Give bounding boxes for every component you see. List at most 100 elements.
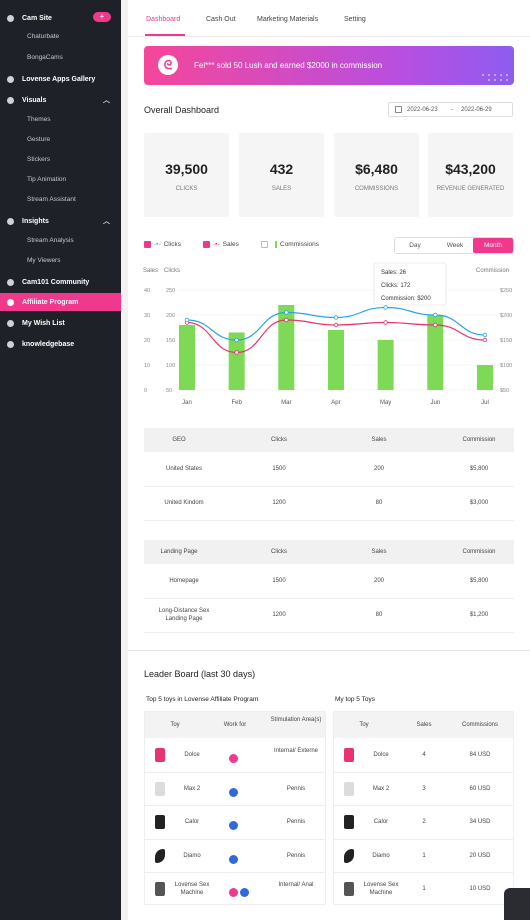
table-cell: 1500 xyxy=(272,466,286,472)
y-tick-clicks: 250 xyxy=(166,288,175,294)
sidebar-item-chaturbate[interactable]: Chaturbate xyxy=(27,33,60,40)
sidebar-item-knowledgebase[interactable]: knowledgebase xyxy=(0,335,121,353)
commission-value: 20 USD xyxy=(469,852,491,859)
female-icon xyxy=(229,754,238,763)
toy-name: Diamo xyxy=(183,852,201,859)
checkbox-checked-icon xyxy=(144,241,151,248)
chevron-up-icon: ︿ xyxy=(103,97,110,104)
work-for-icons xyxy=(229,851,240,869)
toy-name: Max 2 xyxy=(183,785,201,792)
sidebar-section-insights[interactable]: Insights ︿ xyxy=(0,212,121,230)
table-cell: 200 xyxy=(373,466,384,472)
sidebar: Cam Site + Chaturbate BongaCams Lovense … xyxy=(0,0,121,920)
sidebar-item-affiliate[interactable]: Affiliate Program xyxy=(0,293,121,311)
legend-commissions-toggle[interactable]: Commissions xyxy=(261,241,319,248)
stat-value: $43,200 xyxy=(445,161,496,177)
stat-label: CLICKS xyxy=(175,186,198,192)
range-month-button[interactable]: Month xyxy=(473,238,513,253)
male-icon xyxy=(229,787,238,797)
x-tick-label: Jul xyxy=(481,400,489,406)
add-cam-site-button[interactable]: + xyxy=(93,12,111,22)
legend-clicks-toggle[interactable]: -•- Clicks xyxy=(144,241,181,248)
sidebar-item-tip-animation[interactable]: Tip Animation xyxy=(27,176,67,183)
geo-table-header: GEO Clicks Sales Commission xyxy=(144,428,514,452)
sales-value: 1 xyxy=(422,886,426,892)
y-tick-sales: 20 xyxy=(144,338,150,344)
sidebar-item-stickers[interactable]: Stickers xyxy=(27,156,51,163)
sidebar-section-cam-site[interactable]: Cam Site xyxy=(0,9,121,27)
commission-value: 60 USD xyxy=(469,785,491,792)
sidebar-item-stream-analysis[interactable]: Stream Analysis xyxy=(27,237,74,244)
bar-commission xyxy=(377,340,394,390)
tab-dashboard[interactable]: Dashboard xyxy=(146,16,181,23)
stat-label: COMMISSIONS xyxy=(354,186,399,192)
tab-marketing-materials[interactable]: Marketing Materials xyxy=(257,16,319,23)
table-cell: $1,200 xyxy=(469,612,489,618)
axis-label: Clicks xyxy=(164,268,180,274)
y-tick-sales: 30 xyxy=(144,313,150,319)
point-sales xyxy=(333,322,339,328)
point-clicks xyxy=(482,332,488,338)
table-cell: 1200 xyxy=(272,612,286,618)
legend-sales-toggle[interactable]: -•- Sales xyxy=(203,241,239,248)
stat-card-clicks: 39,500 CLICKS xyxy=(144,133,229,217)
row-divider xyxy=(334,805,513,806)
commission-value: 84 USD xyxy=(469,752,491,758)
table-cell: $5,800 xyxy=(469,466,489,472)
point-clicks xyxy=(234,337,239,343)
bar-commission xyxy=(427,315,444,390)
toy-name: Calor xyxy=(184,819,200,825)
line-marker-icon: -•- xyxy=(154,241,161,248)
insights-icon xyxy=(7,217,14,225)
work-for-icons xyxy=(229,750,240,768)
range-week-button[interactable]: Week xyxy=(446,242,464,249)
banner-text: Fel*** sold 50 Lush and earned $2000 in … xyxy=(194,61,383,70)
sidebar-item-my-viewers[interactable]: My Viewers xyxy=(27,257,61,264)
axis-label: Sales xyxy=(143,268,158,274)
chevron-up-icon: ︿ xyxy=(103,218,110,225)
date-to[interactable]: 2022-06-29 xyxy=(461,107,492,113)
camera-icon xyxy=(7,14,14,22)
sidebar-item-community[interactable]: Cam101 Community xyxy=(0,273,121,291)
sidebar-item-apps-gallery[interactable]: Lovense Apps Gallery xyxy=(0,70,121,88)
point-sales xyxy=(383,320,388,325)
gallery-icon xyxy=(7,75,14,83)
point-clicks xyxy=(184,317,190,323)
male-icon xyxy=(229,821,238,830)
table-cell: 80 xyxy=(375,500,383,506)
tooltip-commission: Commission: $200 xyxy=(381,296,431,302)
chart: Sales Clicks Commission 0 50 $50 10 100 $100 20 15… xyxy=(143,262,512,406)
stat-value: 39,500 xyxy=(165,161,208,177)
range-day-button[interactable]: Day xyxy=(409,242,421,249)
date-from[interactable]: 2022-06-23 xyxy=(407,107,438,113)
my-toys-table: Toy Sales Commissions Dolce 4 84 USD Max 2 3… xyxy=(333,711,514,905)
sidebar-item-bongacams[interactable]: BongaCams xyxy=(27,54,63,61)
leaderboard-right-title: My top 5 Toys xyxy=(335,696,375,703)
sidebar-item-gesture[interactable]: Gesture xyxy=(27,136,51,143)
sidebar-item-themes[interactable]: Themes xyxy=(27,116,51,123)
chart-tooltip xyxy=(373,262,447,306)
table-cell: Homepage xyxy=(169,578,199,584)
range-selector[interactable]: Day Week Month xyxy=(394,237,514,254)
male-icon xyxy=(229,854,238,864)
row-divider xyxy=(145,771,325,773)
sidebar-section-visuals[interactable]: Visuals ︿ xyxy=(0,91,121,109)
table-cell: 1200 xyxy=(272,500,286,506)
toy-image xyxy=(155,815,165,829)
sidebar-item-stream-assistant[interactable]: Stream Assistant xyxy=(27,196,76,203)
tab-cash-out[interactable]: Cash Out xyxy=(206,16,236,23)
chat-widget-button[interactable] xyxy=(504,888,530,920)
bar-marker-icon xyxy=(275,241,277,248)
sidebar-item-wishlist[interactable]: My Wish List xyxy=(0,314,121,332)
stat-card-sales: 432 SALES xyxy=(239,133,324,217)
y-tick-clicks: 50 xyxy=(166,388,172,394)
x-tick-label: Jan xyxy=(182,400,192,406)
leaderboard-title: Leader Board (last 30 days) xyxy=(144,669,256,679)
bar-commission xyxy=(278,305,295,390)
x-tick-label: Jun xyxy=(430,400,440,406)
promo-banner: ᘓ Fel*** sold 50 Lush and earned $2000 i… xyxy=(144,46,514,85)
date-range-picker[interactable]: 2022-06-23 - 2022-06-29 xyxy=(388,102,513,117)
stat-card-revenue: $43,200 REVENUE GENERATED xyxy=(428,133,513,217)
tab-setting[interactable]: Setting xyxy=(344,16,366,23)
community-icon xyxy=(7,278,14,286)
